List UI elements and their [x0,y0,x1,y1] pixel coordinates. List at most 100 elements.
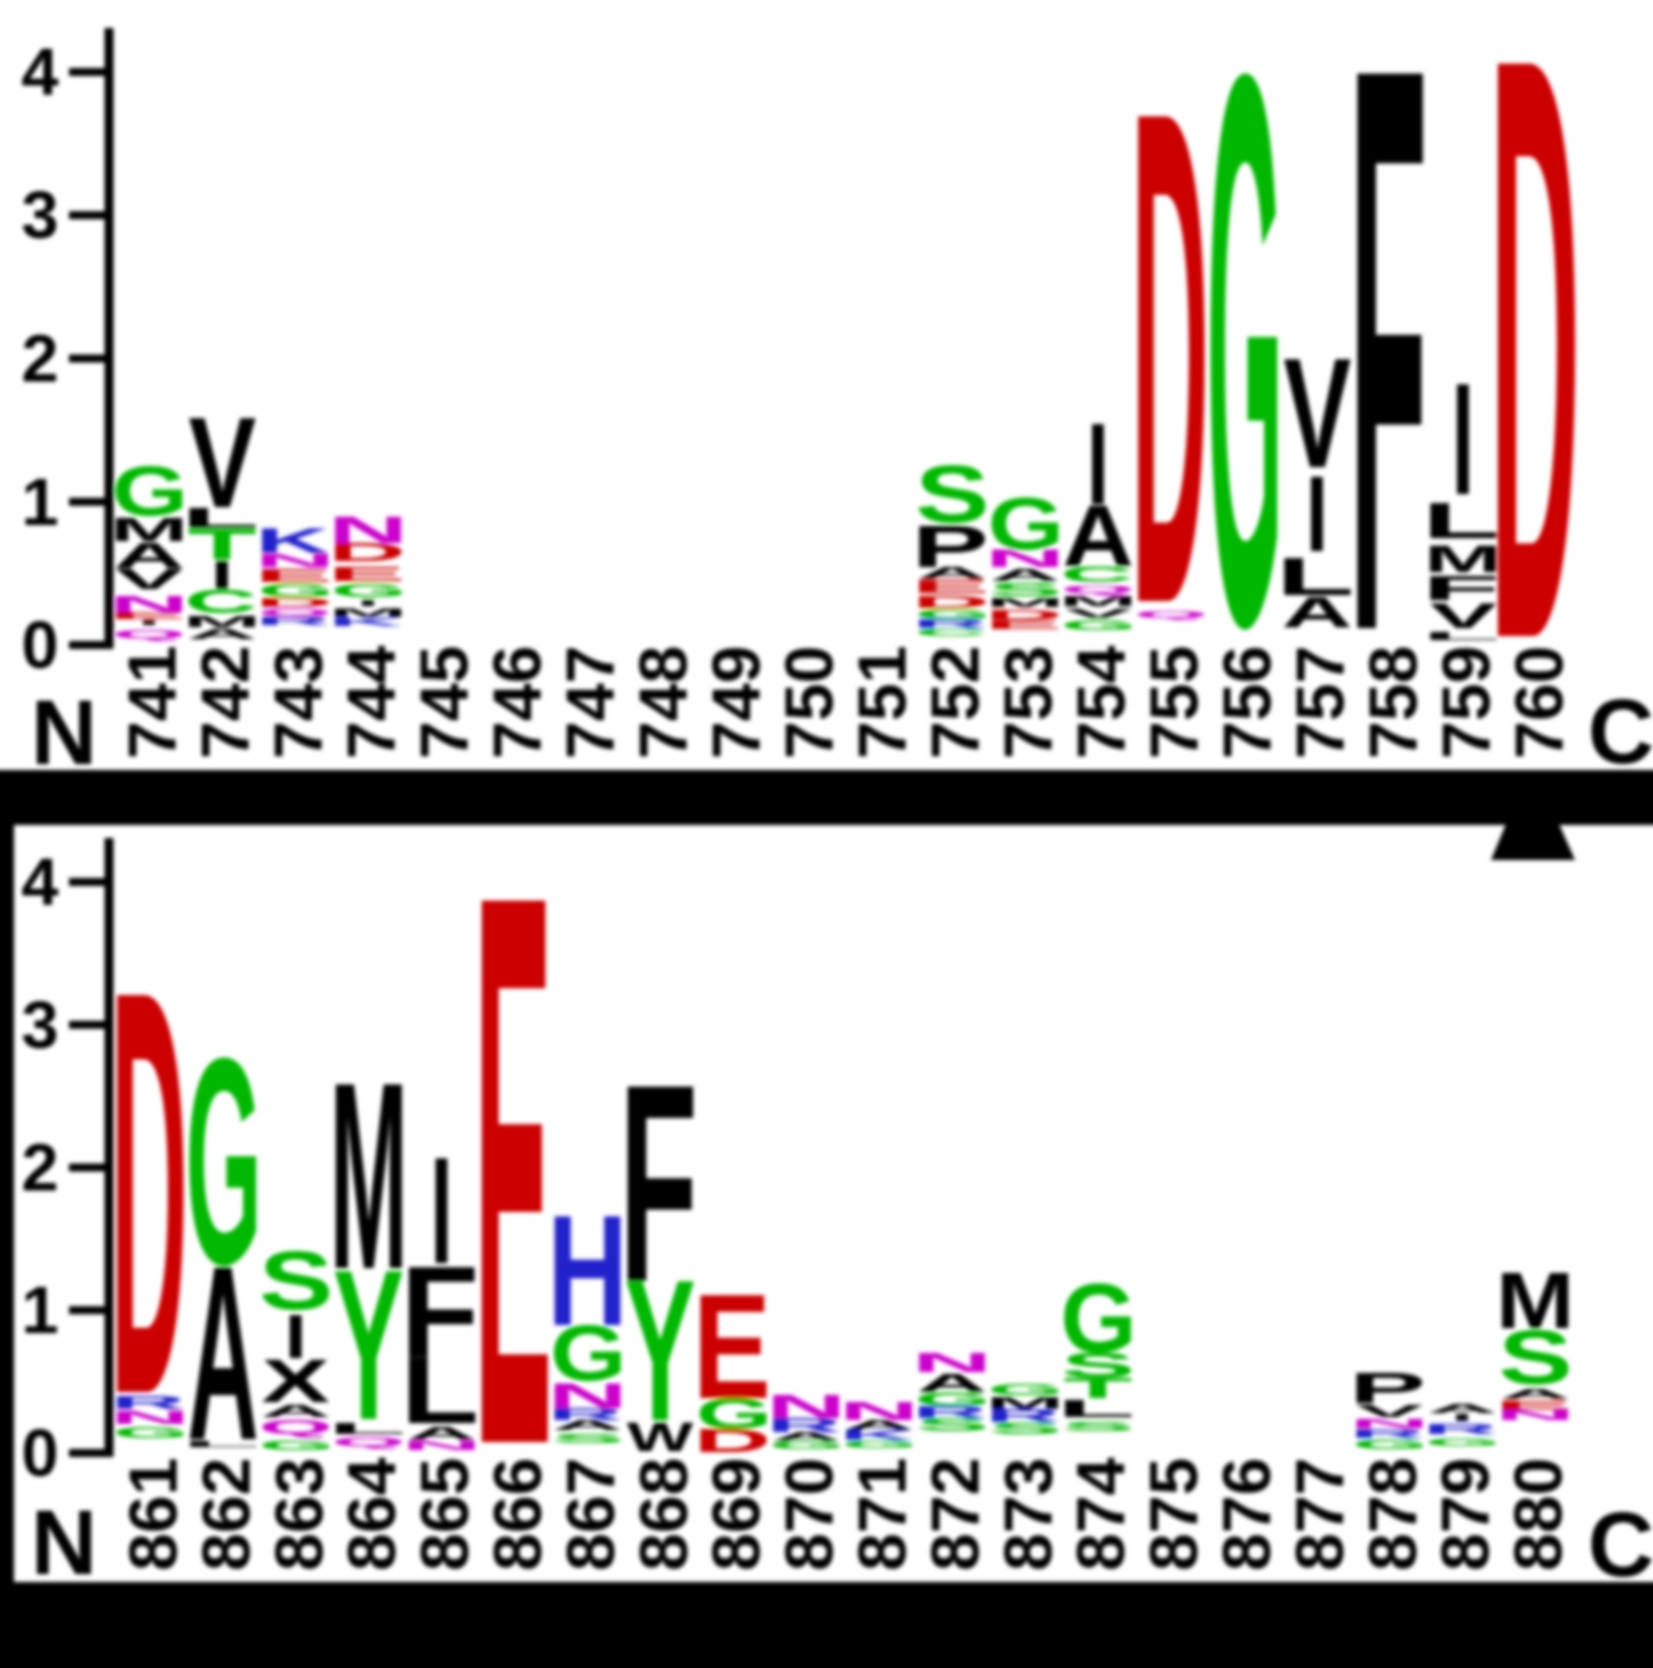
svg-text:3: 3 [21,178,58,253]
svg-text:872: 872 [917,1458,993,1571]
svg-text:863: 863 [261,1458,337,1571]
svg-text:N: N [401,1438,482,1453]
svg-text:N: N [766,1388,847,1425]
svg-text:G: G [842,1438,919,1451]
svg-text:N: N [328,509,409,551]
svg-text:L: L [181,502,260,535]
svg-text:880: 880 [1501,1458,1577,1571]
svg-text:S: S [1061,1419,1135,1433]
svg-text:874: 874 [1063,1457,1139,1571]
svg-text:A: A [917,563,988,582]
svg-text:R: R [766,1414,842,1437]
svg-text:G: G [769,1439,846,1452]
svg-text:867: 867 [553,1458,629,1571]
svg-text:S: S [1061,1346,1135,1386]
svg-text:A: A [990,565,1061,584]
svg-text:L: L [328,1420,407,1438]
svg-text:L: L [400,1337,479,1444]
svg-text:R: R [912,1402,988,1421]
svg-text:R: R [985,1405,1061,1426]
svg-text:I: I [1451,1412,1474,1423]
svg-text:S: S [988,579,1062,599]
svg-text:G: G [1425,1436,1502,1449]
svg-text:L: L [182,1439,261,1449]
svg-text:A: A [187,626,258,642]
svg-text:A: A [114,535,185,576]
svg-text:F: F [1349,0,1428,800]
svg-text:Q: Q [331,1434,405,1449]
svg-text:N: N [912,1347,993,1378]
svg-text:L: L [1276,547,1355,607]
svg-text:M: M [329,607,408,620]
svg-text:C: C [914,626,987,638]
svg-text:N: N [31,682,97,784]
svg-text:M: M [986,1394,1065,1413]
svg-text:868: 868 [626,1458,702,1571]
svg-text:D: D [255,595,333,610]
svg-text:K: K [839,1427,913,1443]
svg-text:N: N [1349,1416,1430,1431]
svg-text:X: X [261,1347,330,1415]
svg-text:E: E [693,1264,771,1431]
svg-text:G: G [550,1309,627,1397]
svg-text:A: A [844,1417,915,1433]
svg-text:G: G [1207,0,1284,789]
svg-text:S: S [915,448,989,540]
svg-text:M: M [1424,538,1503,580]
svg-text:747: 747 [553,646,629,759]
svg-text:Q: Q [1134,609,1208,620]
svg-text:Q: Q [258,607,332,618]
svg-text:0: 0 [21,608,58,683]
svg-text:G: G [331,581,408,601]
svg-text:D: D [693,1422,771,1459]
svg-text:I: I [1306,455,1329,574]
svg-text:N: N [985,545,1066,572]
svg-text:865: 865 [407,1458,483,1571]
svg-text:S: S [1498,1315,1572,1401]
svg-text:A: A [1282,588,1353,637]
svg-text:M: M [110,511,189,548]
svg-text:D: D [985,607,1063,623]
svg-text:E: E [984,618,1062,631]
svg-text:N: N [839,1397,920,1426]
svg-text:Q: Q [1061,583,1135,595]
svg-text:G: G [258,581,335,601]
svg-text:M: M [1496,1256,1575,1345]
svg-text:Q: Q [259,1416,333,1439]
svg-text:G: G [1061,617,1138,633]
svg-text:R: R [255,615,331,628]
svg-text:V: V [1356,1401,1424,1420]
svg-text:875: 875 [1136,1458,1212,1571]
svg-text:C: C [1588,681,1653,783]
svg-text:G: G [696,1390,773,1439]
svg-text:870: 870 [772,1458,848,1571]
svg-text:W: W [627,1415,694,1460]
svg-text:S: S [259,1234,333,1327]
svg-text:746: 746 [480,646,556,759]
svg-text:754: 754 [1064,645,1140,759]
svg-text:H: H [547,1182,628,1359]
svg-text:R: R [912,616,988,631]
svg-text:G: G [186,996,263,1326]
svg-text:752: 752 [918,646,994,759]
svg-text:P: P [1349,1364,1426,1412]
svg-text:G: G [988,482,1065,566]
svg-text:V: V [116,563,184,596]
svg-text:760: 760 [1502,646,1578,759]
svg-text:873: 873 [990,1458,1066,1571]
svg-text:T: T [187,520,256,569]
svg-text:4: 4 [21,35,58,110]
svg-text:741: 741 [115,646,191,759]
svg-text:R: R [1422,1421,1498,1437]
svg-text:A: A [771,1429,842,1444]
svg-text:864: 864 [334,1457,410,1571]
svg-text:G: G [915,606,992,622]
svg-text:I: I [211,552,234,597]
svg-text:E: E [327,563,405,586]
svg-text:A: A [1427,1401,1498,1416]
svg-text:L: L [1422,492,1501,549]
svg-text:749: 749 [699,646,775,759]
svg-text:T: T [1063,1372,1132,1405]
svg-text:C: C [184,583,257,619]
svg-text:R: R [548,1404,624,1423]
